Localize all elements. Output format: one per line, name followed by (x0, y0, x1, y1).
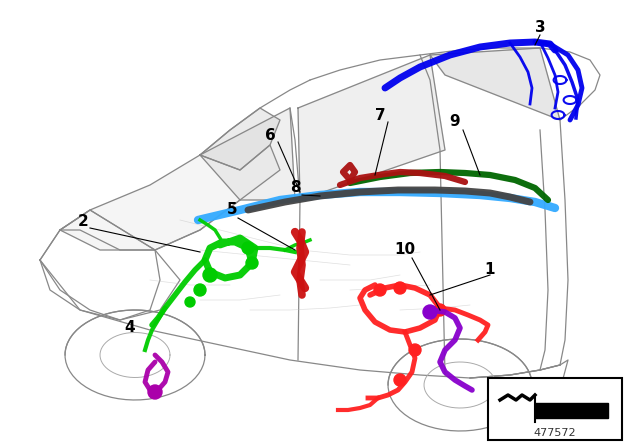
Polygon shape (430, 48, 560, 120)
Circle shape (394, 282, 406, 294)
Text: 2: 2 (77, 215, 88, 229)
Circle shape (374, 284, 386, 296)
Polygon shape (298, 55, 445, 200)
Polygon shape (60, 145, 280, 250)
Circle shape (409, 344, 421, 356)
Polygon shape (200, 108, 280, 170)
Circle shape (423, 305, 437, 319)
Circle shape (434, 304, 446, 316)
Text: 5: 5 (227, 202, 237, 217)
Circle shape (394, 374, 406, 386)
Circle shape (246, 257, 258, 269)
Text: 7: 7 (374, 108, 385, 122)
Text: 8: 8 (290, 181, 300, 195)
Text: 4: 4 (125, 320, 135, 336)
Polygon shape (535, 403, 608, 418)
Text: 477572: 477572 (534, 428, 576, 438)
Polygon shape (200, 108, 295, 200)
Circle shape (194, 284, 206, 296)
Text: 3: 3 (534, 21, 545, 35)
Text: 9: 9 (450, 115, 460, 129)
Text: 10: 10 (394, 242, 415, 258)
Circle shape (242, 242, 254, 254)
Circle shape (148, 385, 162, 399)
Text: 1: 1 (484, 263, 495, 277)
Text: 6: 6 (264, 128, 275, 142)
Circle shape (203, 268, 217, 282)
Circle shape (185, 297, 195, 307)
FancyBboxPatch shape (488, 378, 622, 440)
